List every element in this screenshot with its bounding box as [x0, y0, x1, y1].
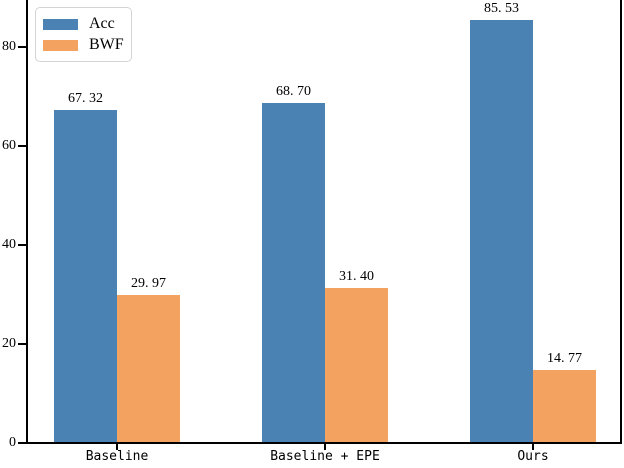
x-tick-label-baseline-epe: Baseline + EPE: [270, 449, 380, 464]
legend-label-bwf: BWF: [89, 36, 124, 53]
acc-color-swatch-icon: [43, 18, 78, 30]
y-tick-label-0: 0: [9, 435, 16, 450]
y-tick-label-60: 60: [2, 138, 16, 153]
bar-value-label-bwf-ours: 14. 77: [547, 350, 582, 366]
bar-bwf-baseline: [117, 294, 180, 443]
legend-entry-bwf: BWF: [43, 37, 125, 53]
y-tick-mark-0: [18, 442, 27, 444]
right-spine: [620, 0, 622, 444]
legend: Acc BWF: [35, 7, 132, 62]
bar-value-label-acc-ours: 85. 53: [484, 0, 519, 16]
bar-value-label-bwf-baseline: 29. 97: [131, 275, 166, 291]
legend-entry-acc: Acc: [43, 16, 125, 32]
bar-value-label-acc-baseline-epe: 68. 70: [276, 83, 311, 99]
x-tick-mark-baseline-epe: [324, 444, 326, 450]
y-tick-label-20: 20: [2, 336, 16, 351]
y-tick-mark-40: [18, 244, 27, 246]
y-tick-mark-60: [18, 145, 27, 147]
x-tick-label-ours: Ours: [517, 449, 549, 464]
y-tick-label-40: 40: [2, 237, 16, 252]
x-tick-mark-ours: [532, 444, 534, 450]
y-tick-mark-20: [18, 343, 27, 345]
bar-bwf-ours: [533, 369, 596, 443]
y-axis-spine: [26, 0, 28, 444]
bar-acc-baseline: [54, 109, 117, 443]
legend-label-acc: Acc: [89, 15, 115, 32]
bar-value-label-bwf-baseline-epe: 31. 40: [339, 268, 374, 284]
bwf-color-swatch-icon: [43, 39, 78, 51]
bar-bwf-baseline-epe: [325, 287, 388, 443]
x-tick-label-baseline: Baseline: [85, 449, 149, 464]
bar-acc-baseline-epe: [262, 102, 325, 443]
y-tick-label-80: 80: [2, 39, 16, 54]
x-axis-spine: [26, 442, 622, 444]
bar-acc-ours: [470, 19, 533, 443]
bar-value-label-acc-baseline: 67. 32: [68, 90, 103, 106]
x-tick-mark-baseline: [116, 444, 118, 450]
y-tick-mark-80: [18, 46, 27, 48]
